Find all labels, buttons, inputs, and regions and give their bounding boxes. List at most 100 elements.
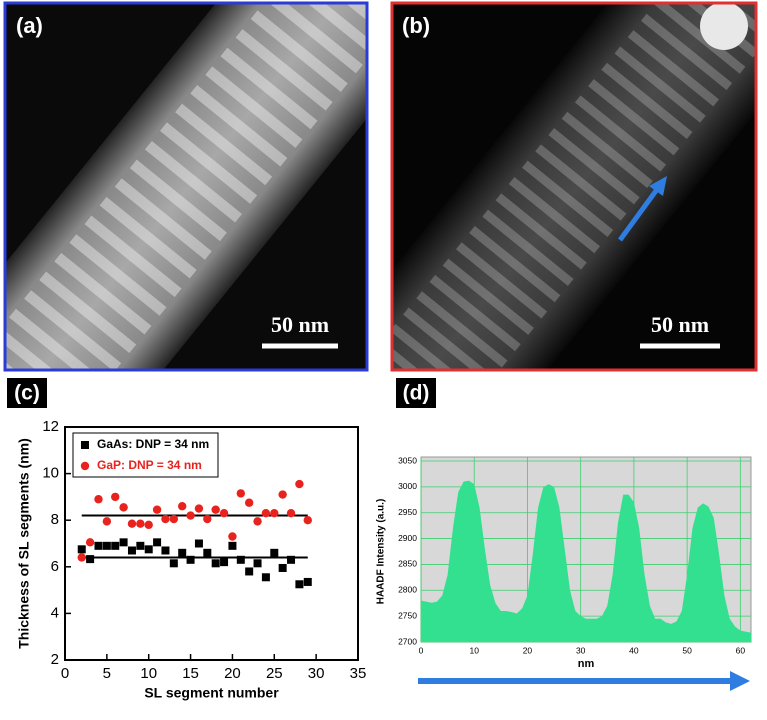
x-axis-label: nm [578,658,595,670]
marker-square [102,541,111,550]
marker-square [86,555,95,564]
x-tick-label: 15 [182,665,199,682]
marker-circle [253,517,262,526]
marker-circle [203,514,212,524]
y-tick-label: 3050 [398,455,417,465]
x-tick-label: 20 [224,665,241,682]
panel-label: (c) [14,382,40,405]
marker-circle [127,519,137,528]
marker-circle [85,538,95,547]
y-tick-label: 2900 [398,533,417,543]
y-tick-label: 2 [51,651,59,668]
marker-circle [270,509,279,518]
panel-label-box [396,378,436,408]
x-tick-label: 30 [576,645,586,655]
marker-square [111,541,120,550]
marker-square [161,546,170,555]
marker-square [186,555,195,564]
panel-label: (d) [403,382,430,405]
marker-circle [219,509,229,518]
marker-circle [295,479,304,489]
marker-circle [186,511,195,520]
y-axis-label: Thickness of SL segments (nm) [16,438,32,649]
marker-square [94,541,103,550]
x-tick-label: 40 [629,645,639,655]
legend-label: GaP: DNP = 34 nm [97,458,202,472]
marker-square [228,541,237,550]
marker-square [253,559,262,568]
y-tick-label: 3000 [398,481,417,491]
scale-bar-label: 50 nm [271,312,329,337]
x-tick-label: 60 [736,645,746,655]
marker-circle [211,505,220,514]
marker-circle [77,553,86,562]
x-tick-label: 30 [308,665,325,682]
marker-square [245,567,254,576]
marker-square [81,441,89,449]
marker-square [194,539,203,548]
marker-circle [152,505,162,514]
marker-square [77,545,86,554]
direction-arrow-head [730,671,750,691]
marker-circle [119,503,128,512]
panel-label: (a) [16,13,43,38]
y-tick-label: 2950 [398,507,417,517]
marker-square [136,541,145,550]
x-tick-label: 10 [469,645,479,655]
intensity-area [421,480,751,642]
micrograph-a [3,1,369,372]
x-axis-label: SL segment number [144,685,279,701]
y-tick-label: 2700 [398,636,417,646]
scale-bar-label: 50 nm [651,312,709,337]
marker-circle [244,498,254,507]
marker-circle [261,509,271,518]
marker-circle [136,519,145,528]
marker-circle [178,502,187,511]
x-tick-label: 35 [350,665,367,682]
marker-square [153,538,162,547]
panel-label-box [7,378,47,408]
marker-square [270,548,279,557]
marker-circle [228,532,237,541]
x-tick-label: 50 [682,645,692,655]
marker-circle [102,517,112,526]
marker-circle [94,495,103,504]
marker-square [169,559,178,568]
micrograph-b [390,1,758,372]
y-tick-label: 2800 [398,585,417,595]
y-tick-label: 8 [51,511,59,528]
y-tick-label: 2850 [398,559,417,569]
marker-square [178,548,187,557]
panel-label: (b) [402,13,430,38]
plot-frame [64,426,359,661]
marker-circle [169,514,179,524]
marker-square [119,538,128,547]
y-tick-label: 10 [42,465,59,482]
marker-circle [236,489,245,498]
legend-label: GaAs: DNP = 34 nm [97,437,209,451]
marker-circle [80,461,90,471]
marker-square [211,559,220,568]
x-tick-label: 0 [61,665,69,682]
marker-circle [144,520,153,530]
marker-square [261,573,270,582]
x-tick-label: 20 [523,645,533,655]
marker-circle [278,490,287,499]
y-axis-label: HAADF Intensity (a.u.) [376,499,387,605]
x-tick-label: 0 [419,645,424,655]
marker-square [287,555,296,564]
marker-square [295,580,304,589]
marker-circle [161,514,170,524]
legend-box [72,432,219,478]
x-tick-label: 10 [140,665,157,682]
marker-circle [286,509,296,518]
marker-square [220,558,229,567]
marker-circle [194,504,204,513]
x-tick-label: 25 [266,665,283,682]
marker-square [127,546,136,555]
marker-circle [111,492,120,502]
marker-circle [303,516,312,525]
y-tick-label: 6 [51,558,59,575]
marker-square [203,548,212,557]
marker-square [236,555,245,564]
